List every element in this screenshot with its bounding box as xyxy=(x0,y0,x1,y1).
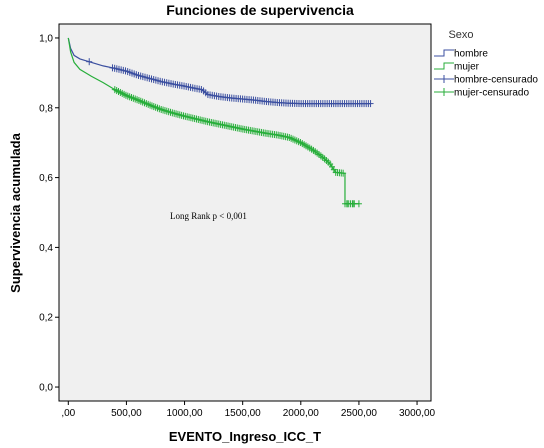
y-tick-label: 0,8 xyxy=(39,103,53,114)
legend-label: mujer xyxy=(454,62,480,73)
legend-title: Sexo xyxy=(448,29,473,41)
x-tick-label: 3000,00 xyxy=(399,408,436,419)
x-tick-label: ,00 xyxy=(61,408,75,419)
x-tick-label: 500,00 xyxy=(111,408,142,419)
y-axis-title: Supervivencia acumulada xyxy=(8,132,23,292)
legend-label: hombre xyxy=(454,49,488,60)
censor-mark-hombre xyxy=(367,100,374,108)
y-tick-label: 0,6 xyxy=(39,173,53,184)
y-tick-label: 0,2 xyxy=(39,313,53,324)
censor-mark-mujer xyxy=(344,200,351,208)
legend-item-mujer-censurado: mujer-censurado xyxy=(434,88,529,99)
x-axis-title: EVENTO_Ingreso_ICC_T xyxy=(169,429,321,444)
log-rank-annotation: Long Rank p < 0,001 xyxy=(170,211,247,221)
legend-item-hombre: hombre xyxy=(434,49,488,60)
y-tick-label: 1,0 xyxy=(39,33,53,44)
legend: Sexo hombre mujer hombre-censurado mujer-ce… xyxy=(434,29,538,99)
x-tick-label: 1000,00 xyxy=(166,408,203,419)
x-tick-label: 2000,00 xyxy=(283,408,320,419)
censor-layer xyxy=(86,58,374,208)
y-tick-label: 0,0 xyxy=(39,383,53,394)
y-tick-label: 0,4 xyxy=(39,243,53,254)
legend-label: hombre-censurado xyxy=(454,75,538,86)
x-tick-label: 2500,00 xyxy=(341,408,378,419)
legend-item-mujer: mujer xyxy=(434,62,480,73)
censor-mark-hombre xyxy=(86,58,93,66)
x-axis: ,00 500,00 1000,00 1500,00 2000,00 2500,00 300… xyxy=(61,401,436,419)
censor-mark-mujer xyxy=(355,200,362,208)
y-axis: 0,0 0,2 0,4 0,6 0,8 1,0 xyxy=(39,33,59,394)
x-tick-label: 1500,00 xyxy=(225,408,262,419)
chart-title: Funciones de supervivencia xyxy=(166,2,354,18)
legend-item-hombre-censurado: hombre-censurado xyxy=(434,75,538,86)
censor-mark-mujer xyxy=(340,169,347,177)
legend-label: mujer-censurado xyxy=(454,88,529,99)
censor-mark-mujer xyxy=(350,200,357,208)
plot-area xyxy=(58,23,432,402)
